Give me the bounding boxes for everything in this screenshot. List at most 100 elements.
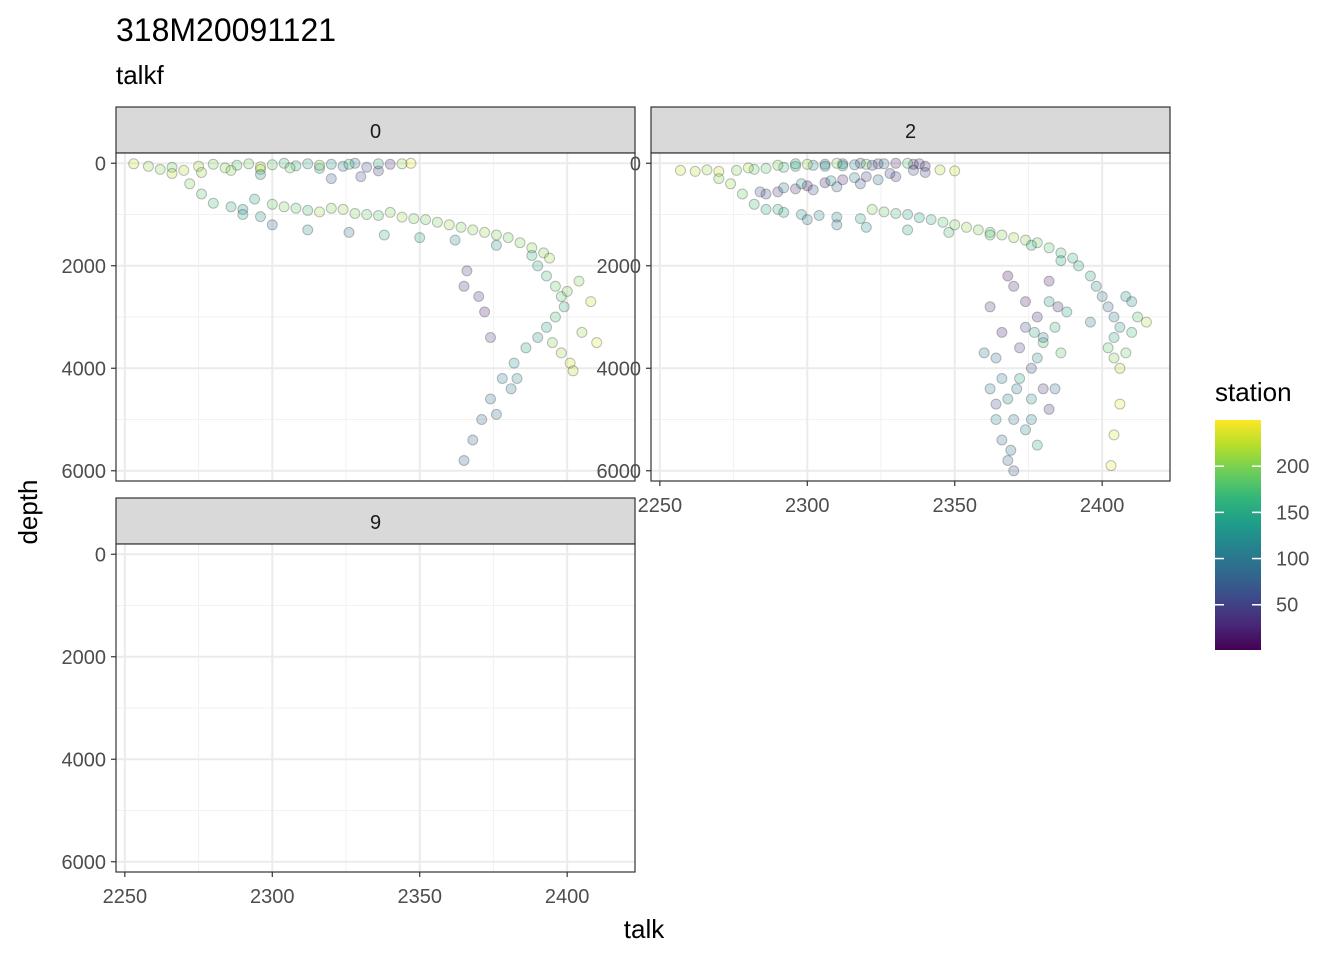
- data-point: [349, 157, 361, 169]
- data-point: [266, 159, 278, 171]
- facet-panel-0: 0 0 2000 4000 6000: [62, 106, 636, 483]
- x-tick-label: 2400: [1080, 495, 1125, 517]
- data-point: [549, 280, 561, 292]
- x-tick-label: 2250: [103, 886, 148, 908]
- y-tick-label: 0: [95, 544, 106, 566]
- data-point: [520, 342, 532, 354]
- data-point: [490, 408, 502, 420]
- data-point: [567, 365, 579, 377]
- data-point: [1043, 242, 1055, 254]
- data-point: [420, 214, 432, 226]
- data-point: [302, 158, 314, 170]
- point-layer: [128, 157, 603, 466]
- data-point: [919, 167, 931, 178]
- data-point: [701, 164, 713, 176]
- data-point: [337, 160, 349, 172]
- data-point: [890, 208, 902, 219]
- data-point: [907, 158, 919, 170]
- data-point: [541, 321, 552, 333]
- x-tick-label: 2250: [638, 495, 683, 517]
- x-axis-title: talk: [624, 914, 665, 944]
- data-point: [961, 221, 972, 233]
- y-tick-label: 0: [630, 153, 641, 175]
- data-point: [372, 210, 384, 221]
- y-tick-label: 4000: [597, 358, 642, 380]
- data-point: [943, 226, 955, 238]
- data-point: [731, 164, 742, 176]
- data-point: [408, 213, 420, 225]
- data-point: [1108, 332, 1120, 343]
- data-point: [361, 161, 373, 173]
- data-point: [225, 201, 237, 213]
- data-point: [591, 337, 603, 349]
- data-point: [1055, 347, 1067, 359]
- data-point: [1031, 352, 1043, 364]
- data-point: [1052, 301, 1064, 313]
- data-point: [544, 252, 555, 264]
- data-point: [1037, 337, 1049, 349]
- chart-subtitle: talkf: [116, 60, 164, 90]
- data-point: [1055, 247, 1067, 259]
- data-point: [1008, 414, 1020, 425]
- data-point: [532, 260, 544, 272]
- data-point: [396, 211, 408, 223]
- data-point: [890, 171, 902, 183]
- data-point: [1020, 424, 1031, 436]
- data-point: [1020, 321, 1031, 333]
- colorbar-ticks: 50 100 150 200: [1215, 456, 1309, 617]
- data-point: [555, 347, 567, 359]
- facet-strip-label: 0: [370, 121, 381, 143]
- facet-panel-2: 2 0 2000 4000 6000 2250 2300 2350 2400: [597, 106, 1171, 517]
- data-point: [831, 157, 843, 169]
- data-point: [532, 332, 544, 343]
- data-point: [801, 158, 813, 170]
- data-point: [713, 173, 725, 185]
- data-point: [778, 182, 790, 194]
- data-point: [207, 158, 219, 170]
- data-point: [919, 160, 931, 172]
- data-point: [1108, 352, 1120, 364]
- data-point: [807, 159, 819, 171]
- data-point: [449, 234, 461, 246]
- data-point: [479, 306, 491, 318]
- data-point: [1049, 383, 1061, 395]
- data-point: [1020, 234, 1031, 246]
- data-point: [837, 160, 849, 172]
- data-point: [405, 157, 417, 169]
- data-point: [937, 216, 949, 228]
- data-point: [990, 398, 1002, 410]
- data-point: [1061, 306, 1073, 318]
- data-point: [1114, 398, 1126, 410]
- data-point: [473, 291, 485, 302]
- facet-panels: 0 0 2000 4000 6000 2 0 2000 4000 6000 2250 2300 2350…: [62, 106, 1171, 908]
- data-point: [249, 193, 261, 205]
- data-point: [361, 209, 373, 220]
- data-point: [255, 211, 266, 223]
- data-point: [819, 177, 831, 189]
- data-point: [1031, 439, 1043, 451]
- data-point: [479, 226, 491, 238]
- data-point: [795, 178, 807, 190]
- data-point: [1067, 252, 1079, 264]
- data-point: [795, 209, 807, 220]
- data-point: [1090, 280, 1102, 292]
- data-point: [996, 229, 1008, 241]
- legend: station 50 100 150 200: [1215, 377, 1309, 650]
- data-point: [1037, 332, 1049, 343]
- data-point: [1020, 296, 1031, 308]
- data-point: [485, 332, 496, 343]
- data-point: [754, 186, 766, 198]
- data-point: [902, 157, 914, 169]
- data-point: [1102, 301, 1114, 313]
- x-tick-label: 2300: [785, 495, 830, 517]
- data-point: [1031, 311, 1043, 323]
- data-point: [325, 173, 337, 185]
- data-point: [736, 188, 748, 200]
- data-point: [558, 301, 570, 313]
- colorbar: [1215, 420, 1261, 650]
- data-point: [485, 393, 496, 405]
- data-point: [996, 373, 1008, 384]
- data-point: [284, 162, 296, 174]
- data-point: [860, 171, 872, 183]
